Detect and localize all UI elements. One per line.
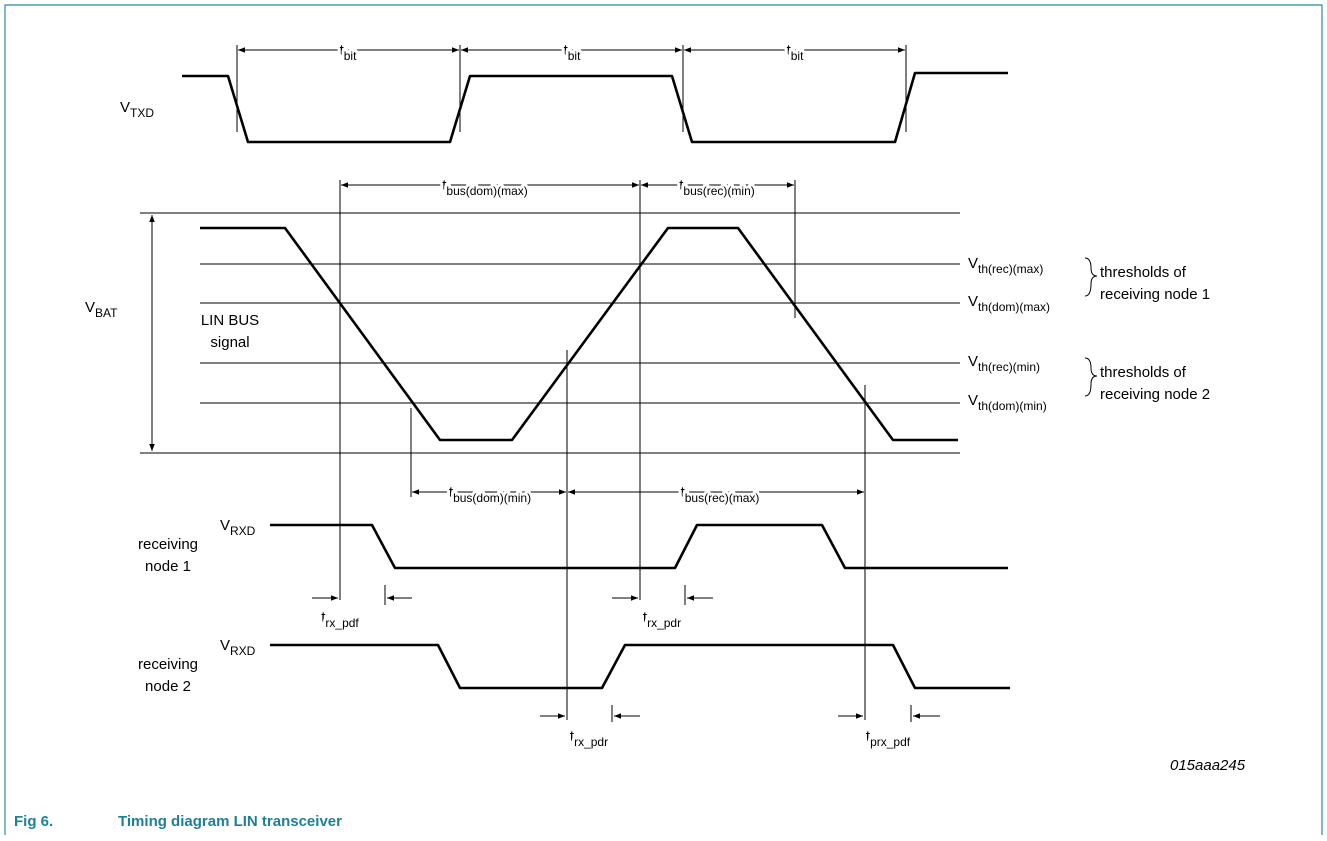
threshold-label: Vth(rec)(min) (968, 353, 1040, 374)
signal-label: VRXD (220, 637, 256, 658)
signal-label-main: V (220, 517, 230, 534)
level-lines (140, 212, 960, 454)
timing-label: tbus(rec)(max) (681, 484, 760, 505)
timing-label: tbit (564, 42, 582, 63)
brace (1084, 257, 1098, 297)
signal-label: receiving (138, 536, 198, 553)
threshold-group: thresholds of (1100, 364, 1187, 381)
signal-label: node 1 (145, 558, 191, 575)
timing-label-main: t (442, 177, 447, 194)
timing-label-sub: bit (791, 49, 804, 63)
timing-label-sub: rx_pdr (647, 616, 681, 630)
timing-label-sub: bit (344, 49, 357, 63)
timing-label: trx_pdr (643, 609, 681, 630)
signal-label: signal (210, 334, 249, 351)
threshold-label: Vth(dom)(max) (968, 293, 1050, 314)
threshold-label-main: V (968, 293, 978, 310)
caption-number: Fig 6. (14, 813, 53, 830)
signal-label-main: V (120, 99, 130, 116)
timing-label: trx_pdf (321, 609, 359, 630)
caption-title: Timing diagram LIN transceiver (118, 813, 342, 830)
timing-label-main: t (866, 728, 871, 745)
timing-label-sub: rx_pdf (325, 616, 359, 630)
timing-label-main: t (643, 609, 648, 626)
signal-label-main: V (85, 299, 95, 316)
signal-label: node 2 (145, 678, 191, 695)
timing-label-main: t (679, 177, 684, 194)
timing-label-sub: bit (568, 49, 581, 63)
signal-label: VBAT (85, 299, 118, 320)
timing-label: tbit (787, 42, 805, 63)
signal-label-sub: TXD (130, 106, 154, 120)
threshold-label-main: V (968, 353, 978, 370)
rxd2-signal (270, 643, 1010, 690)
timing-label-sub: bus(rec)(min) (683, 184, 754, 198)
timing-label-main: t (321, 609, 326, 626)
timing-label-sub: bus(rec)(max) (685, 491, 760, 505)
threshold-group: receiving node 1 (1100, 286, 1210, 303)
marker-lines (236, 45, 912, 722)
rxd1-signal (270, 523, 1008, 570)
signal-label-sub: BAT (95, 306, 118, 320)
signal-label-main: V (220, 637, 230, 654)
timing-label: tprx_pdf (866, 728, 911, 749)
threshold-label-sub: th(dom)(min) (978, 399, 1047, 413)
timing-label-main: t (340, 42, 345, 59)
timing-label: tbus(rec)(min) (679, 177, 755, 198)
brace (1084, 357, 1098, 397)
threshold-label-sub: th(dom)(max) (978, 300, 1050, 314)
timing-label-main: t (570, 728, 575, 745)
signal-label: LIN BUS (201, 312, 259, 329)
timing-label: tbit (340, 42, 358, 63)
frame (4, 4, 1323, 835)
timing-label-sub: bus(dom)(max) (446, 184, 527, 198)
timing-label-main: t (787, 42, 792, 59)
figure-id: 015aaa245 (1170, 757, 1246, 774)
threshold-label-sub: th(rec)(max) (978, 262, 1043, 276)
timing-label-sub: bus(dom)(min) (453, 491, 531, 505)
txd-signal (182, 71, 1008, 144)
signal-label: receiving (138, 656, 198, 673)
threshold-label: Vth(rec)(max) (968, 255, 1043, 276)
threshold-label: Vth(dom)(min) (968, 392, 1047, 413)
bus-signal (200, 226, 958, 442)
timing-label: tbus(dom)(min) (449, 484, 531, 505)
signal-label-sub: RXD (230, 524, 256, 538)
timing-label-main: t (681, 484, 686, 501)
timing-label-sub: prx_pdf (870, 735, 911, 749)
threshold-group: thresholds of (1100, 264, 1187, 281)
timing-label: tbus(dom)(max) (442, 177, 528, 198)
threshold-label-main: V (968, 255, 978, 272)
threshold-label-sub: th(rec)(min) (978, 360, 1040, 374)
timing-label-main: t (449, 484, 454, 501)
signal-label: VTXD (120, 99, 154, 120)
timing-label-main: t (564, 42, 569, 59)
threshold-label-main: V (968, 392, 978, 409)
threshold-group: receiving node 2 (1100, 386, 1210, 403)
signal-label: VRXD (220, 517, 256, 538)
timing-label-sub: rx_pdr (574, 735, 608, 749)
timing-label: trx_pdr (570, 728, 608, 749)
signal-label-sub: RXD (230, 644, 256, 658)
